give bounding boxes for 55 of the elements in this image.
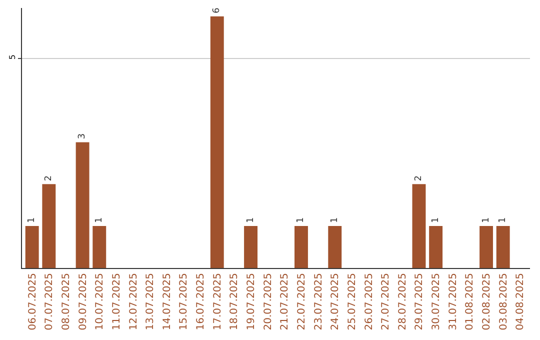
data-label: 1 — [430, 217, 441, 224]
x-tick-label: 13.07.2025 — [145, 273, 156, 330]
x-tick-label: 23.07.2025 — [313, 273, 324, 330]
data-label: 2 — [414, 175, 424, 182]
data-label: 1 — [481, 217, 492, 224]
bar — [210, 16, 224, 268]
bar — [496, 226, 510, 268]
x-tick-label: 03.08.2025 — [498, 273, 510, 330]
x-tick-label: 11.07.2025 — [111, 273, 122, 330]
bar — [42, 184, 56, 268]
x-tick-label: 18.07.2025 — [229, 273, 240, 330]
x-tick-label: 16.07.2025 — [196, 273, 207, 330]
x-tick-label: 07.07.2025 — [44, 273, 56, 330]
bar — [92, 226, 106, 268]
x-tick-label: 15.07.2025 — [178, 273, 190, 330]
x-tick-label: 21.07.2025 — [280, 273, 291, 330]
x-tick-label: 29.07.2025 — [414, 273, 426, 330]
data-label: 1 — [246, 217, 256, 224]
data-label: 3 — [78, 133, 88, 140]
x-tick-label: 19.07.2025 — [246, 273, 258, 330]
x-tick-label: 10.07.2025 — [94, 273, 106, 330]
data-label: 1 — [27, 217, 38, 224]
x-tick-label: 28.07.2025 — [397, 273, 408, 330]
x-tick-label: 31.07.2025 — [448, 273, 459, 330]
x-tick-label: 14.07.2025 — [162, 273, 173, 330]
x-tick-label: 30.07.2025 — [431, 273, 442, 330]
bar — [25, 226, 39, 268]
bar — [76, 142, 90, 268]
x-tick-label: 08.07.2025 — [60, 273, 72, 330]
x-tick-label: 27.07.2025 — [380, 273, 392, 330]
x-tick-label: 12.07.2025 — [128, 273, 140, 330]
x-tick-label: 04.08.2025 — [515, 273, 526, 330]
data-label: 1 — [94, 217, 104, 224]
x-tick-label: 25.07.2025 — [346, 273, 358, 330]
bar — [244, 226, 258, 268]
bar — [294, 226, 308, 268]
x-tick-label: 24.07.2025 — [330, 273, 342, 330]
x-tick-label: 09.07.2025 — [78, 273, 89, 330]
data-label: 1 — [498, 217, 508, 224]
x-tick-label: 22.07.2025 — [296, 273, 308, 330]
bar — [412, 184, 426, 268]
x-tick-label: 01.08.2025 — [464, 273, 476, 330]
data-label: 1 — [330, 217, 340, 224]
data-label: 1 — [296, 217, 306, 224]
x-tick-label: 06.07.2025 — [27, 273, 38, 330]
bar — [328, 226, 342, 268]
bar — [480, 226, 493, 268]
x-tick-label: 20.07.2025 — [262, 273, 274, 330]
x-tick-label: 02.08.2025 — [482, 273, 493, 330]
y-tick-label: 5 — [8, 54, 17, 60]
bar — [429, 226, 443, 268]
x-tick-label: 17.07.2025 — [212, 273, 224, 330]
x-tick-label: 26.07.2025 — [364, 273, 375, 330]
data-label: 2 — [44, 175, 54, 182]
data-label: 6 — [212, 7, 222, 14]
